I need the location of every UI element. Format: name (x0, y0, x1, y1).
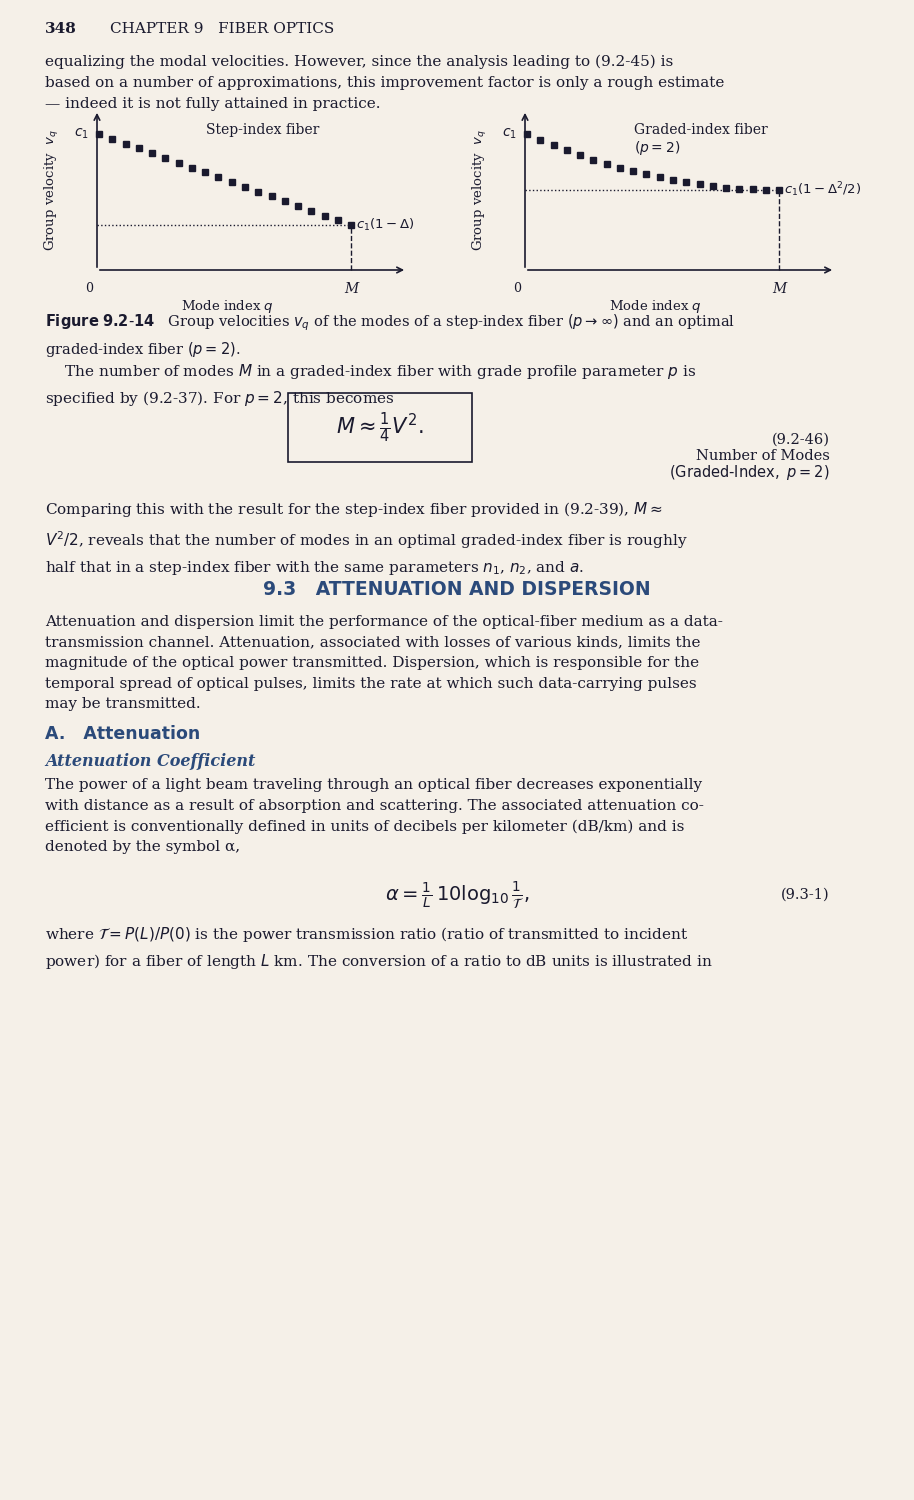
Text: $M \approx \frac{1}{4}V^2.$: $M \approx \frac{1}{4}V^2.$ (336, 410, 424, 446)
Text: $c_1(1-\Delta)$: $c_1(1-\Delta)$ (356, 217, 415, 234)
Text: $c_1(1-\Delta^2/2)$: $c_1(1-\Delta^2/2)$ (784, 180, 861, 200)
Text: $\bf{Figure\ 9.2\text{-}14}$   Group velocities $v_q$ of the modes of a step-ind: $\bf{Figure\ 9.2\text{-}14}$ Group veloc… (45, 312, 735, 358)
Text: Graded-index fiber
$(p = 2)$: Graded-index fiber $(p = 2)$ (633, 123, 767, 158)
Text: Attenuation Coefficient: Attenuation Coefficient (45, 753, 255, 770)
Text: where $\mathcal{T} = P(L)/P(0)$ is the power transmission ratio (ratio of transm: where $\mathcal{T} = P(L)/P(0)$ is the p… (45, 926, 713, 972)
Text: (9.2-46): (9.2-46) (772, 433, 830, 447)
Text: Number of Modes: Number of Modes (696, 448, 830, 464)
Text: M: M (344, 282, 358, 296)
Text: Comparing this with the result for the step-index fiber provided in (9.2-39), $M: Comparing this with the result for the s… (45, 500, 687, 576)
Text: Group velocity  $v_q$: Group velocity $v_q$ (43, 129, 61, 251)
Text: (9.3-1): (9.3-1) (781, 888, 830, 902)
Text: CHAPTER 9   FIBER OPTICS: CHAPTER 9 FIBER OPTICS (110, 22, 335, 36)
Text: 0: 0 (85, 282, 93, 296)
Text: M: M (772, 282, 786, 296)
Text: Mode index $q$: Mode index $q$ (609, 298, 702, 315)
Text: $(\mathrm{Graded\text{-}Index},\ p = 2)$: $(\mathrm{Graded\text{-}Index},\ p = 2)$ (669, 462, 830, 482)
Text: The power of a light beam traveling through an optical fiber decreases exponenti: The power of a light beam traveling thro… (45, 778, 704, 855)
Text: $c_1$: $c_1$ (74, 128, 89, 141)
Text: $\alpha = \frac{1}{L}\,10\log_{10}\frac{1}{\mathcal{T}},$: $\alpha = \frac{1}{L}\,10\log_{10}\frac{… (385, 880, 529, 910)
Text: 348: 348 (45, 22, 77, 36)
Text: The number of modes $M$ in a graded-index fiber with grade profile parameter $p$: The number of modes $M$ in a graded-inde… (45, 362, 696, 408)
Text: A.   Attenuation: A. Attenuation (45, 724, 200, 742)
Text: 0: 0 (513, 282, 521, 296)
Text: Step-index fiber: Step-index fiber (206, 123, 319, 136)
Text: $c_1$: $c_1$ (502, 128, 517, 141)
Text: Mode index $q$: Mode index $q$ (181, 298, 273, 315)
Text: Group velocity  $v_q$: Group velocity $v_q$ (471, 129, 489, 251)
Text: equalizing the modal velocities. However, since the analysis leading to (9.2-45): equalizing the modal velocities. However… (45, 56, 725, 111)
Text: Attenuation and dispersion limit the performance of the optical-fiber medium as : Attenuation and dispersion limit the per… (45, 615, 723, 711)
Text: 9.3   ATTENUATION AND DISPERSION: 9.3 ATTENUATION AND DISPERSION (263, 580, 651, 598)
FancyBboxPatch shape (288, 393, 472, 462)
